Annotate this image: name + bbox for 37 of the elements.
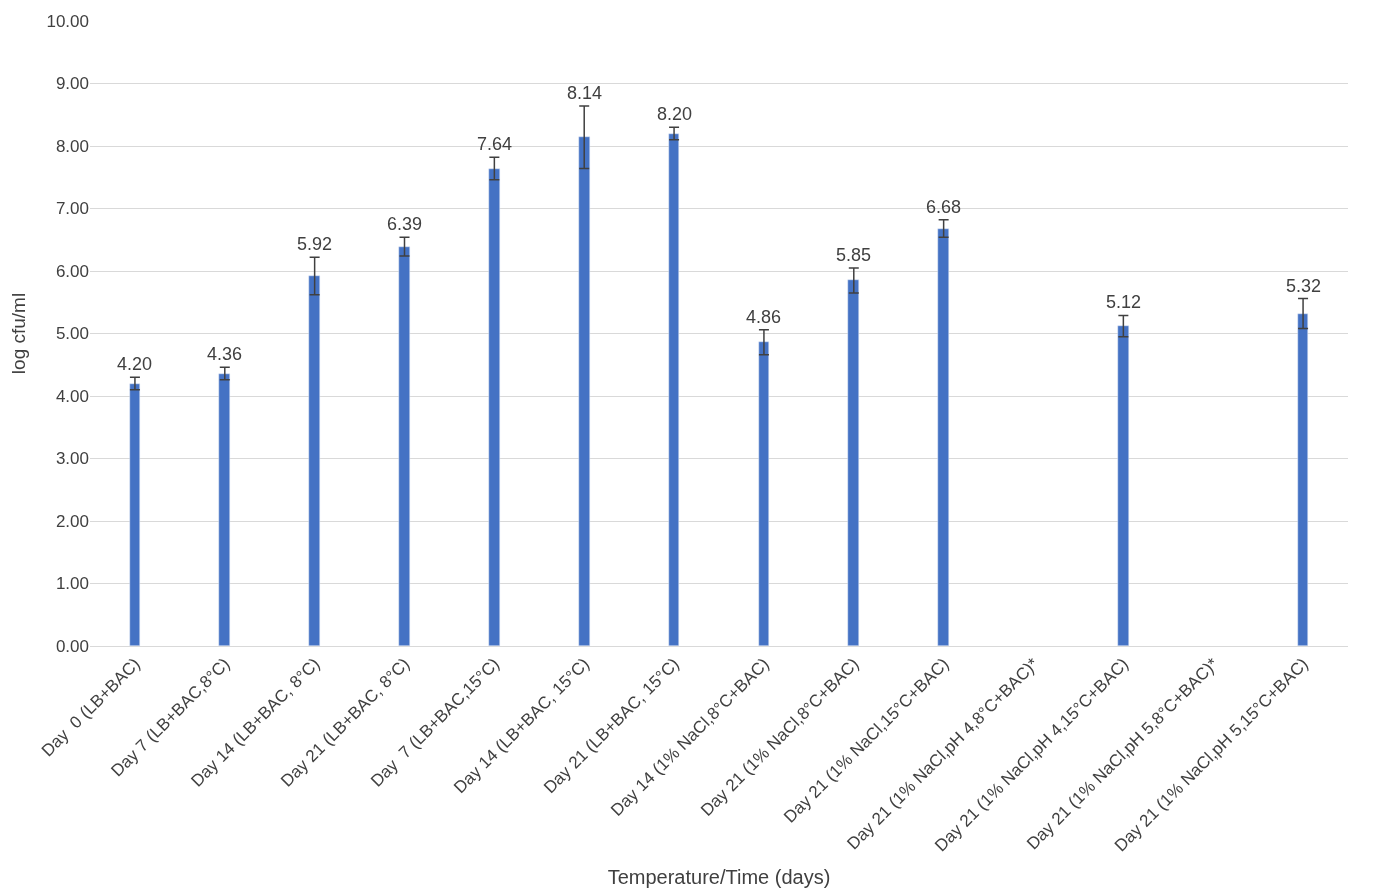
y-tick-label: 9.00	[55, 74, 89, 94]
bar	[1297, 313, 1308, 646]
data-label: 6.68	[926, 197, 962, 217]
y-axis-title: log cfu/ml	[8, 292, 30, 375]
data-label: 5.12	[1106, 292, 1142, 312]
bar	[488, 168, 500, 646]
bar	[578, 136, 590, 646]
y-tick-label: 10.00	[46, 11, 89, 31]
y-tick-label: 4.00	[55, 386, 89, 406]
y-tick-label: 1.00	[55, 574, 89, 594]
bar	[758, 341, 769, 646]
bar	[398, 246, 410, 646]
y-tick-label: 2.00	[55, 511, 89, 531]
data-label: 8.20	[657, 104, 693, 124]
bar	[668, 133, 679, 646]
bar	[218, 373, 230, 646]
y-tick-label: 5.00	[55, 324, 89, 344]
bar	[937, 228, 949, 646]
data-label: 8.14	[567, 83, 603, 103]
bar	[308, 275, 320, 646]
y-tick-label: 6.00	[55, 261, 89, 281]
y-tick-label: 3.00	[55, 449, 89, 469]
data-label: 6.39	[387, 214, 423, 234]
y-tick-label: 0.00	[55, 636, 89, 656]
bar	[1117, 325, 1129, 646]
y-tick-label: 7.00	[55, 199, 89, 219]
data-label: 4.20	[117, 354, 153, 374]
x-axis-title: Temperature/Time (days)	[607, 865, 831, 888]
data-label: 7.64	[477, 134, 513, 154]
data-label: 4.86	[746, 307, 782, 327]
bar	[129, 383, 140, 646]
data-label: 5.32	[1286, 276, 1322, 296]
y-tick-label: 8.00	[55, 136, 89, 156]
data-label: 5.92	[297, 234, 333, 254]
bar	[847, 279, 859, 646]
data-label: 4.36	[207, 344, 243, 364]
data-label: 5.85	[836, 245, 872, 265]
